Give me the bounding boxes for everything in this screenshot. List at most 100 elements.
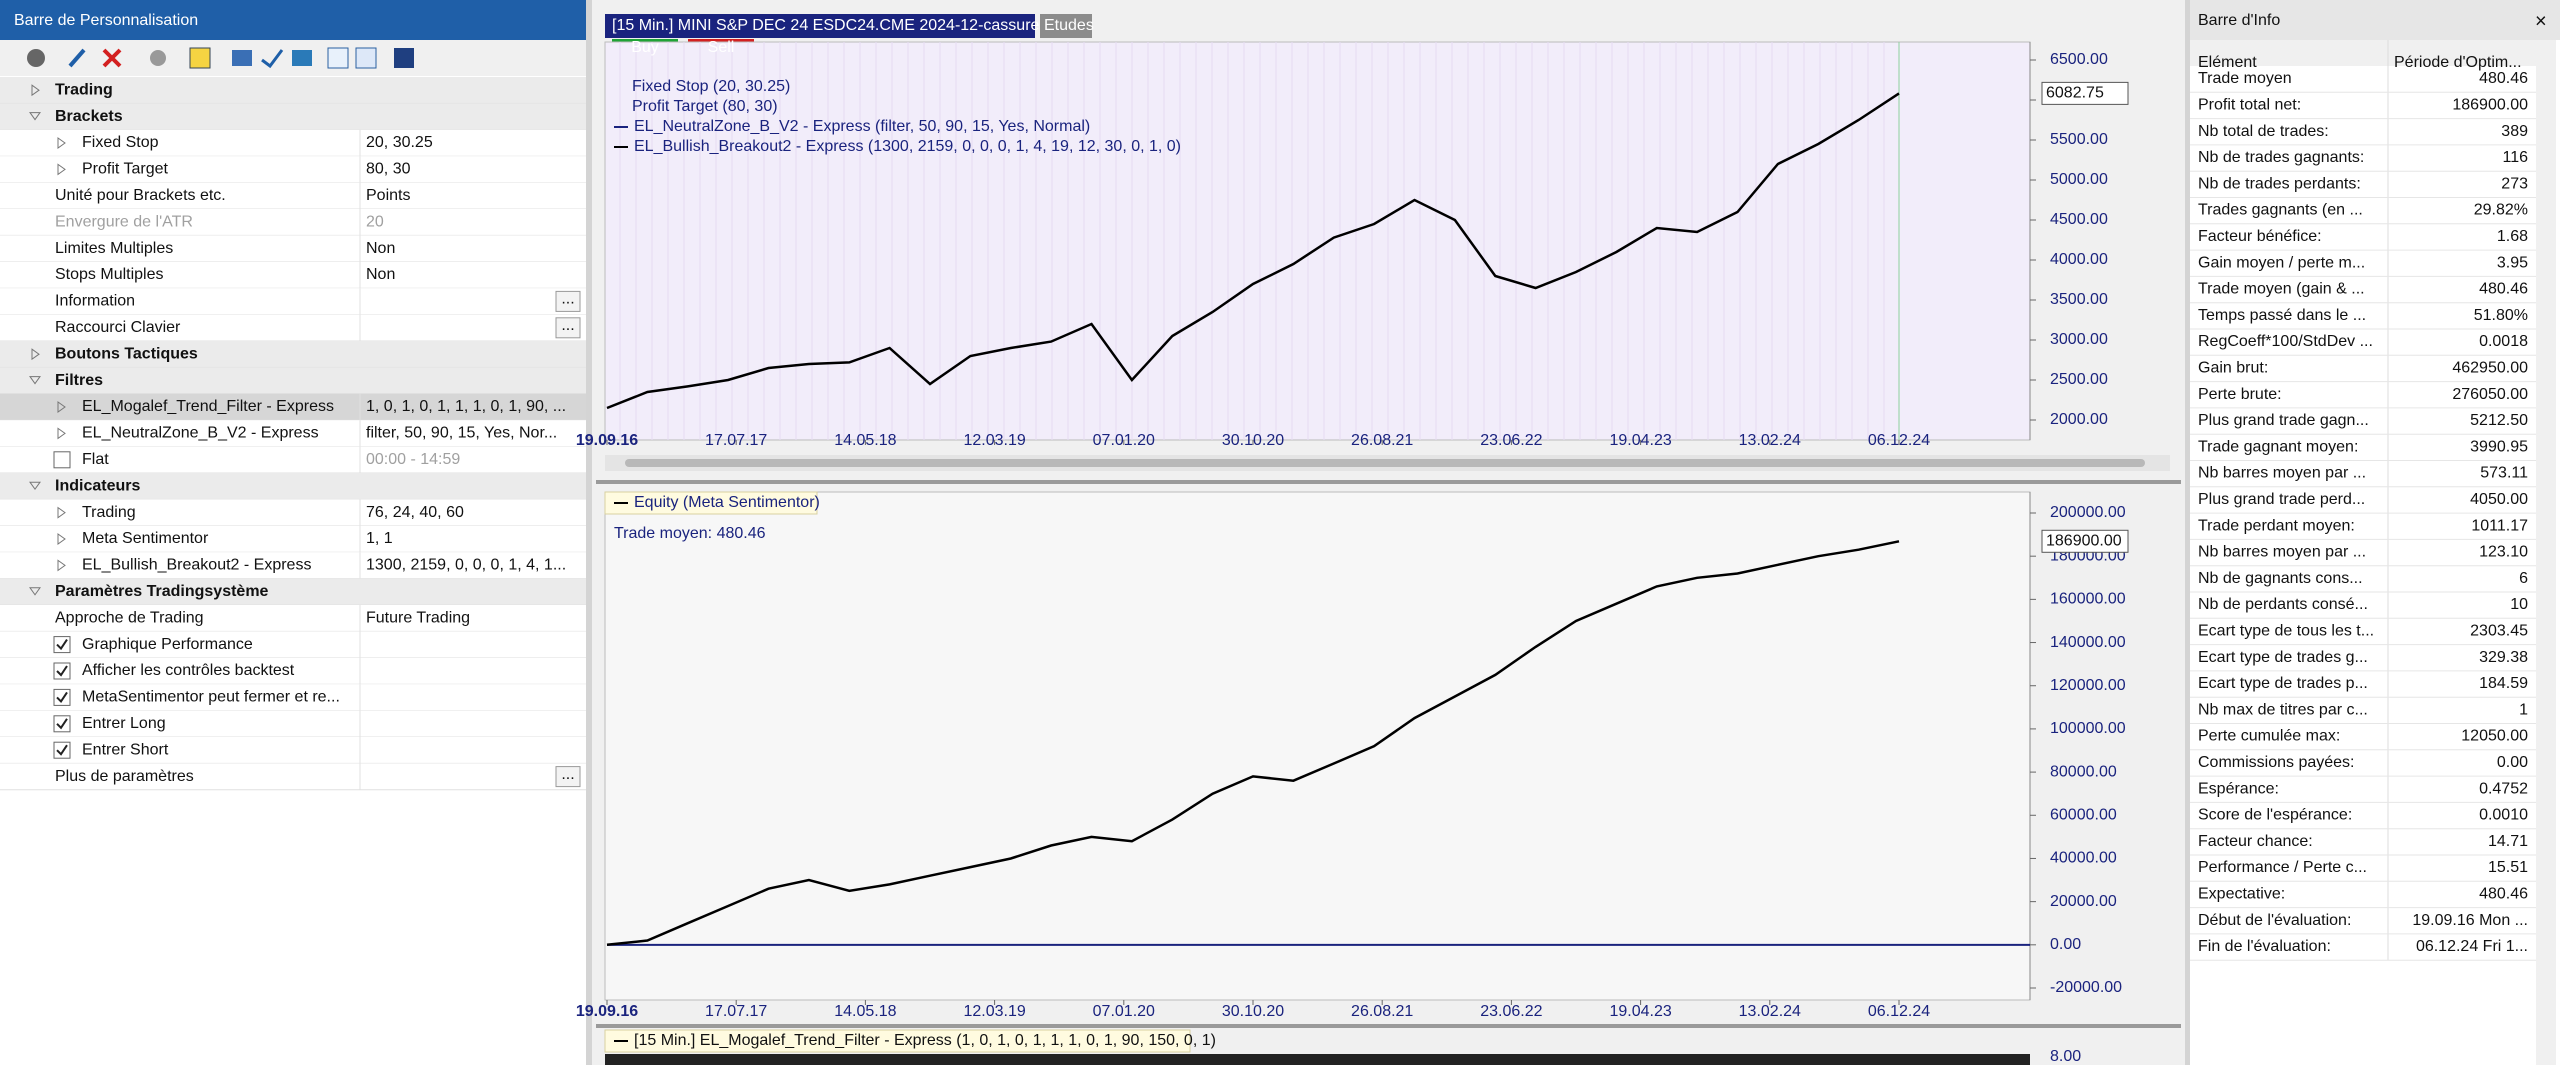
x-tick-label: 26.08.21 [1351,432,1413,449]
info-label: Ecart type de trades p... [2198,675,2368,692]
row[interactable] [0,182,586,209]
y-tick-label: 200000.00 [2050,504,2126,521]
icon[interactable] [292,50,312,66]
expander[interactable] [57,506,66,519]
info-label: Nb de perdants consé... [2198,596,2368,613]
expander[interactable] [57,163,66,176]
expander[interactable] [29,481,41,491]
info-label: Nb total de trades: [2198,123,2329,140]
expander[interactable] [29,112,41,121]
tab-label[interactable]: Etudes [1044,17,1094,34]
y-tick-label: 2000.00 [2050,411,2108,428]
row[interactable] [0,393,586,421]
toolbar-icons[interactable] [27,47,414,69]
info-label: Trade moyen [2198,70,2292,87]
info-label: Profit total net: [2198,97,2301,114]
info-value: 0.00 [2497,754,2528,771]
expander[interactable] [57,427,66,440]
expander[interactable] [31,348,40,361]
icon[interactable] [102,48,122,68]
row[interactable] [0,209,586,236]
button-label[interactable]: Buy [631,39,659,56]
button-label[interactable]: Sell [708,39,735,56]
ellipsis-button[interactable] [555,290,581,312]
expander[interactable] [31,84,40,97]
info-value: 6 [2519,570,2528,587]
row[interactable] [0,684,586,711]
scrollbar[interactable] [2536,40,2556,1065]
row[interactable] [0,446,586,473]
icon[interactable] [327,47,349,69]
row[interactable] [0,261,586,289]
icon[interactable] [232,50,252,66]
checkbox[interactable] [53,741,71,759]
row[interactable] [0,156,586,183]
row[interactable] [0,288,586,315]
row-value: 76, 24, 40, 60 [366,504,464,521]
row-label: EL_Bullish_Breakout2 - Express [82,557,311,574]
row[interactable] [0,631,586,658]
column-header: Période d'Optim... [2394,54,2522,71]
expander[interactable] [57,533,66,545]
expander[interactable] [57,137,66,149]
row[interactable] [0,737,586,764]
row-value: Points [366,187,410,204]
info-value: 10 [2510,596,2528,613]
icon[interactable] [355,47,377,69]
info-value: 51.80% [2474,307,2528,324]
x-tick-label: 06.12.24 [1868,432,1930,449]
expander[interactable] [29,587,41,596]
row-label: Raccourci Clavier [55,319,181,336]
row[interactable] [0,129,586,157]
checkbox[interactable] [53,636,71,654]
right-title-bar [2190,0,2560,40]
checkbox[interactable] [53,451,71,469]
row[interactable] [0,367,586,394]
info-value: 480.46 [2479,70,2528,87]
panel-title: Barre de Personnalisation [14,12,198,29]
expander[interactable] [29,376,41,385]
legend-label: Profit Target (80, 30) [632,98,778,115]
info-label: Trades gagnants (en ... [2198,202,2363,219]
row[interactable] [0,341,586,368]
icon[interactable] [27,49,45,67]
row[interactable] [0,103,586,130]
row[interactable] [0,525,586,553]
row[interactable] [0,314,586,341]
row[interactable] [0,710,586,737]
row[interactable] [0,763,586,790]
row[interactable] [0,499,586,526]
row[interactable] [0,473,586,500]
icon[interactable] [261,49,284,69]
row[interactable] [0,77,586,104]
ellipsis-button[interactable] [555,317,581,339]
y-tick-label: 40000.00 [2050,850,2117,867]
row[interactable] [0,235,586,262]
info-value: 186900.00 [2452,97,2528,114]
row[interactable] [0,657,586,685]
expander[interactable] [57,401,66,413]
info-label: Temps passé dans le ... [2198,307,2366,324]
checkbox[interactable] [53,688,71,706]
scroll-thumb[interactable] [625,459,2145,467]
row[interactable] [0,552,586,579]
y-tick-label: 80000.00 [2050,763,2117,780]
expander[interactable] [57,559,66,572]
icon[interactable] [189,47,211,69]
row-value: 20, 30.25 [366,134,433,151]
ellipsis-text: ... [561,291,574,308]
icon[interactable] [68,48,86,68]
checkbox[interactable] [53,662,71,680]
checkbox[interactable] [53,715,71,733]
icon[interactable] [150,50,166,66]
row[interactable] [0,578,586,605]
close-button[interactable]: × [2535,10,2547,32]
ellipsis-button[interactable] [555,766,581,788]
info-value: 0.0010 [2479,807,2528,824]
row[interactable] [0,605,586,632]
icon[interactable] [394,48,414,68]
row[interactable] [0,420,586,447]
row-label: Flat [82,451,109,468]
row-label: Stops Multiples [55,266,164,283]
